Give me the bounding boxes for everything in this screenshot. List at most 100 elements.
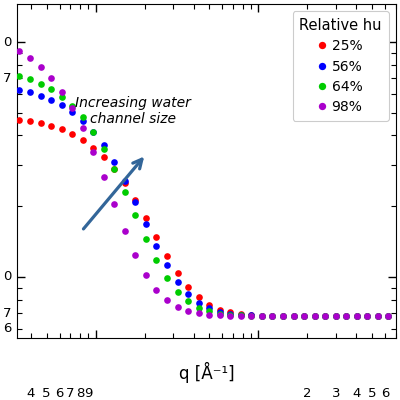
56%	[365, 314, 370, 318]
56%	[249, 313, 254, 318]
25%	[354, 314, 359, 318]
Text: 0: 0	[3, 36, 12, 48]
64%	[70, 103, 74, 108]
64%	[217, 311, 222, 316]
98%	[165, 298, 170, 303]
25%	[38, 121, 43, 126]
25%	[386, 314, 391, 318]
98%	[291, 314, 296, 318]
98%	[112, 202, 117, 206]
64%	[175, 289, 180, 294]
64%	[333, 314, 338, 318]
25%	[260, 313, 264, 318]
Text: 5: 5	[42, 386, 51, 400]
64%	[101, 147, 106, 152]
25%	[28, 119, 32, 124]
56%	[312, 314, 317, 318]
56%	[70, 110, 74, 114]
98%	[59, 89, 64, 94]
64%	[365, 314, 370, 318]
25%	[70, 132, 74, 136]
64%	[196, 305, 201, 310]
56%	[323, 314, 328, 318]
Text: 5: 5	[368, 386, 376, 400]
98%	[302, 314, 306, 318]
25%	[186, 284, 190, 289]
64%	[376, 314, 380, 318]
64%	[165, 276, 170, 280]
98%	[228, 313, 233, 318]
64%	[280, 314, 285, 318]
Text: 6: 6	[381, 386, 389, 400]
Text: 7: 7	[3, 307, 12, 320]
98%	[49, 75, 54, 80]
64%	[80, 115, 85, 120]
56%	[302, 314, 306, 318]
56%	[49, 97, 54, 102]
56%	[122, 178, 127, 183]
64%	[312, 314, 317, 318]
25%	[312, 314, 317, 318]
56%	[144, 222, 148, 226]
Line: 56%: 56%	[16, 87, 392, 320]
98%	[186, 309, 190, 314]
25%	[154, 235, 159, 240]
25%	[249, 313, 254, 318]
25%	[376, 314, 380, 318]
98%	[260, 314, 264, 318]
25%	[207, 302, 212, 307]
98%	[144, 272, 148, 277]
98%	[249, 314, 254, 318]
56%	[101, 143, 106, 148]
98%	[17, 49, 22, 54]
25%	[91, 145, 96, 150]
56%	[165, 263, 170, 268]
98%	[238, 314, 243, 318]
56%	[186, 292, 190, 297]
56%	[207, 306, 212, 311]
98%	[154, 288, 159, 292]
Line: 25%: 25%	[16, 116, 392, 320]
25%	[333, 314, 338, 318]
64%	[344, 314, 349, 318]
Text: 4: 4	[352, 386, 360, 400]
64%	[59, 94, 64, 99]
98%	[91, 149, 96, 154]
56%	[386, 314, 391, 318]
25%	[175, 270, 180, 275]
64%	[17, 74, 22, 78]
Text: 9: 9	[84, 386, 92, 400]
Text: 0: 0	[3, 270, 12, 283]
64%	[249, 313, 254, 318]
25%	[133, 198, 138, 202]
Text: 6: 6	[55, 386, 64, 400]
25%	[17, 117, 22, 122]
Text: 6: 6	[3, 322, 12, 336]
25%	[302, 314, 306, 318]
98%	[175, 305, 180, 310]
25%	[196, 295, 201, 300]
98%	[122, 228, 127, 233]
98%	[344, 314, 349, 318]
25%	[144, 216, 148, 221]
56%	[376, 314, 380, 318]
56%	[291, 314, 296, 318]
56%	[17, 88, 22, 92]
64%	[154, 258, 159, 262]
25%	[59, 127, 64, 132]
56%	[175, 279, 180, 284]
64%	[323, 314, 328, 318]
98%	[217, 313, 222, 318]
64%	[28, 77, 32, 82]
56%	[28, 90, 32, 95]
64%	[122, 189, 127, 194]
25%	[101, 155, 106, 160]
25%	[365, 314, 370, 318]
56%	[133, 199, 138, 204]
56%	[59, 102, 64, 107]
64%	[207, 309, 212, 314]
56%	[333, 314, 338, 318]
56%	[91, 129, 96, 134]
Line: 98%: 98%	[16, 48, 392, 320]
25%	[238, 312, 243, 316]
